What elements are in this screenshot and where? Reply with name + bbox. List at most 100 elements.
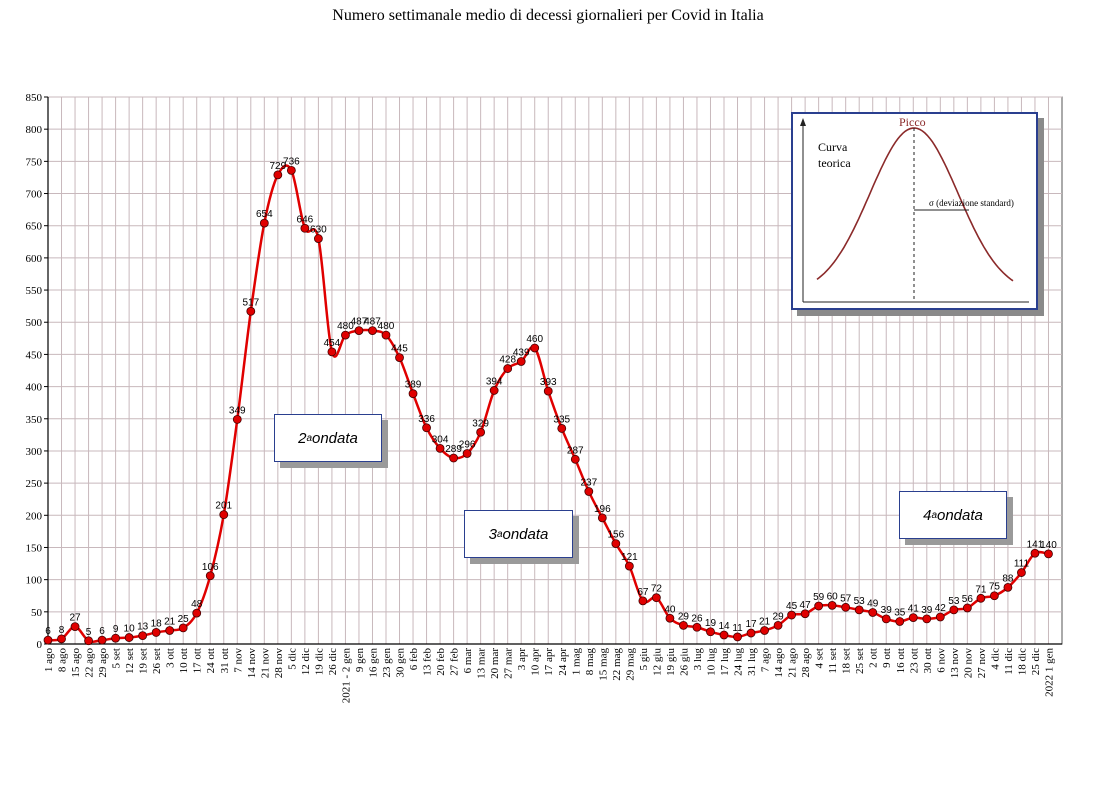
data-label: 329	[472, 418, 489, 429]
data-label: 9	[113, 624, 119, 635]
y-tick-label: 50	[31, 607, 43, 619]
x-tick-label: 6 mar	[462, 648, 474, 674]
x-tick-label: 17 ott	[192, 648, 204, 673]
x-tick-label: 22 mag	[611, 648, 623, 681]
x-tick-label: 29 ago	[97, 648, 109, 678]
wave-3-text: ondata	[502, 525, 549, 543]
data-point	[787, 610, 796, 620]
data-label: 53	[854, 596, 866, 607]
data-point	[138, 631, 148, 641]
data-label: 736	[283, 156, 300, 167]
data-label: 196	[594, 504, 611, 515]
data-label: 11	[732, 623, 743, 634]
x-tick-label: 28 ago	[800, 648, 812, 678]
data-label: 480	[337, 321, 354, 332]
data-label: 47	[800, 600, 812, 611]
y-tick-label: 450	[26, 349, 43, 361]
data-label: 56	[962, 594, 974, 605]
data-label: 201	[215, 501, 232, 512]
data-point	[624, 561, 634, 571]
data-point	[557, 424, 567, 433]
data-point	[354, 326, 364, 336]
data-label: 18	[151, 618, 163, 629]
data-point	[706, 627, 715, 637]
data-point	[908, 613, 918, 623]
data-label: 60	[827, 591, 839, 602]
x-tick-label: 17 lug	[719, 648, 731, 676]
data-point	[57, 634, 66, 644]
x-tick-label: 10 apr	[530, 648, 542, 676]
data-point	[800, 609, 810, 619]
data-point	[570, 454, 580, 464]
data-label: 48	[191, 599, 203, 610]
x-tick-label: 8 ago	[57, 648, 69, 673]
x-tick-label: 27 nov	[976, 648, 988, 679]
x-tick-label: 10 lug	[705, 648, 717, 676]
data-point	[395, 353, 404, 363]
data-point	[219, 510, 229, 520]
data-point	[368, 326, 377, 336]
x-tick-label: 23 gen	[381, 648, 393, 678]
data-label: 14	[718, 621, 730, 632]
data-label: 349	[229, 405, 246, 416]
data-label: 289	[445, 444, 462, 455]
data-label: 389	[405, 380, 422, 391]
data-point	[259, 218, 269, 228]
x-tick-label: 20 feb	[435, 648, 447, 676]
x-tick-label: 25 dic	[1030, 648, 1042, 675]
data-point	[124, 633, 134, 642]
data-label: 156	[607, 530, 624, 541]
data-label: 439	[513, 347, 530, 358]
data-label: 40	[664, 604, 676, 615]
data-label: 630	[310, 225, 327, 236]
data-point	[584, 487, 594, 496]
x-tick-label: 20 nov	[962, 648, 974, 679]
x-tick-label: 20 mar	[489, 648, 501, 679]
data-point	[733, 632, 742, 642]
x-tick-label: 19 giu	[665, 648, 677, 676]
y-tick-label: 800	[26, 124, 43, 136]
data-label: 29	[773, 611, 785, 622]
x-tick-label: 21 nov	[259, 648, 271, 679]
data-point	[286, 165, 296, 175]
x-tick-label: 22 ago	[84, 648, 96, 678]
y-tick-label: 700	[26, 189, 43, 201]
data-point	[990, 591, 999, 601]
data-label: 729	[269, 161, 286, 172]
x-tick-label: 4 set	[814, 648, 826, 668]
data-point	[881, 614, 891, 624]
data-point	[341, 330, 350, 340]
x-tick-label: 30 ott	[922, 648, 934, 673]
y-tick-label: 300	[26, 446, 43, 458]
data-label: 296	[459, 440, 476, 451]
data-label: 72	[651, 584, 663, 595]
data-point	[935, 612, 945, 622]
x-tick-label: 5 giu	[638, 648, 650, 671]
y-tick-label: 550	[26, 285, 43, 297]
data-label: 35	[894, 607, 906, 618]
data-point	[530, 343, 540, 353]
y-tick-label: 400	[26, 382, 43, 394]
data-point	[1030, 548, 1040, 558]
data-label: 39	[881, 605, 893, 616]
x-tick-label: 19 set	[138, 648, 150, 674]
data-point	[449, 453, 459, 463]
chart-title: Numero settimanale medio di decessi gior…	[332, 7, 763, 24]
data-label: 6	[45, 626, 51, 637]
data-label: 26	[691, 613, 703, 624]
x-tick-label: 3 lug	[692, 648, 704, 671]
x-tick-label: 27 feb	[449, 648, 461, 676]
wave-4-number: 4	[923, 506, 932, 524]
data-point	[97, 635, 107, 645]
x-tick-label: 7 ago	[760, 648, 772, 673]
x-tick-label: 27 mar	[503, 648, 515, 679]
x-tick-label: 1 mag	[570, 648, 582, 676]
data-point	[313, 234, 323, 243]
data-label: 45	[786, 601, 798, 612]
x-tick-label: 6 feb	[408, 648, 420, 671]
data-point	[232, 415, 242, 424]
x-tick-label: 25 set	[854, 648, 866, 674]
x-axis-ticks: 1 ago 8 ago 15 ago 22 ago 29 ago 5 set 12 set 1…	[43, 648, 1055, 704]
x-tick-label: 26 giu	[678, 648, 690, 676]
